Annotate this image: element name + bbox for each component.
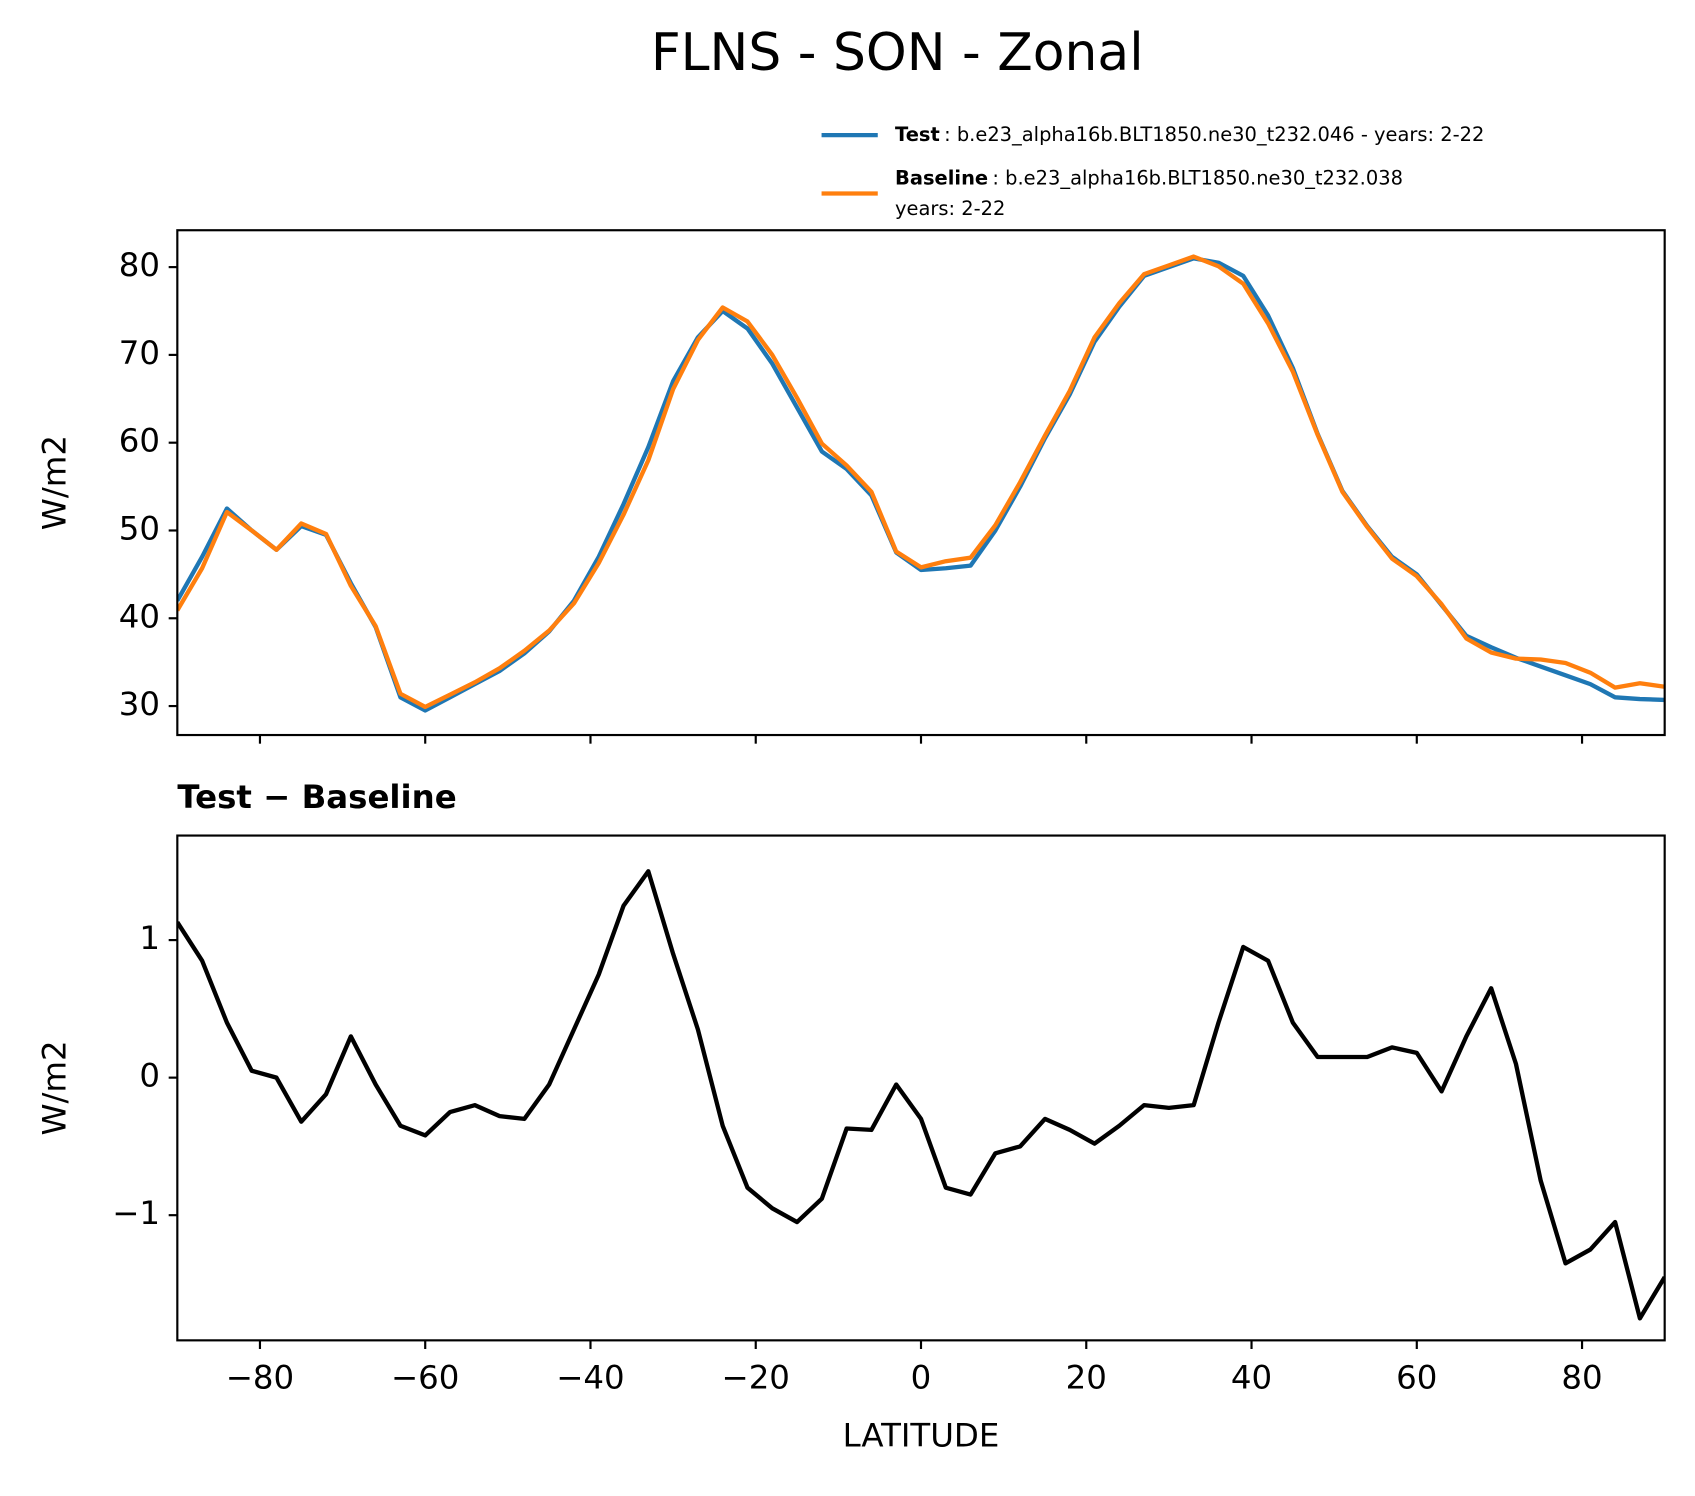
y-tick-label: 60 [119,422,160,460]
legend-description: : b.e23_alpha16b.BLT1850.ne30_t232.046 -… [944,123,1484,146]
y-tick-label: 1 [139,919,160,957]
legend-label: Baseline: b.e23_alpha16b.BLT1850.ne30_t2… [895,166,1403,189]
y-axis-label: W/m2 [35,1040,73,1135]
x-tick-label: 60 [1396,1358,1437,1396]
data-line [177,869,1665,1321]
x-tick-label: −40 [556,1358,624,1396]
x-tick-label: −60 [391,1358,459,1396]
y-tick-label: 30 [119,685,160,723]
x-tick-label: 80 [1561,1358,1602,1396]
figure-title: FLNS - SON - Zonal [651,23,1144,83]
y-tick-label: 80 [119,246,160,284]
y-tick-label: 70 [119,334,160,372]
x-tick-label: −80 [226,1358,294,1396]
legend-description: years: 2-22 [895,197,1005,220]
legend-name: Baseline [895,166,988,189]
y-axis-label: W/m2 [35,435,73,530]
x-axis-label: LATITUDE [843,1417,1000,1455]
x-tick-label: 20 [1066,1358,1107,1396]
y-tick-label: 0 [139,1057,160,1095]
x-tick-label: 40 [1231,1358,1272,1396]
x-tick-label: 0 [911,1358,932,1396]
subplot-title: Test − Baseline [177,778,456,816]
y-tick-label: 50 [119,509,160,547]
legend-name: Test [895,123,940,146]
y-tick-label: −1 [112,1194,160,1232]
y-tick-label: 40 [119,597,160,635]
x-tick-label: −20 [722,1358,790,1396]
legend-label: Test: b.e23_alpha16b.BLT1850.ne30_t232.0… [895,123,1484,146]
data-line [177,254,1665,710]
legend-description: : b.e23_alpha16b.BLT1850.ne30_t232.038 [992,166,1403,189]
